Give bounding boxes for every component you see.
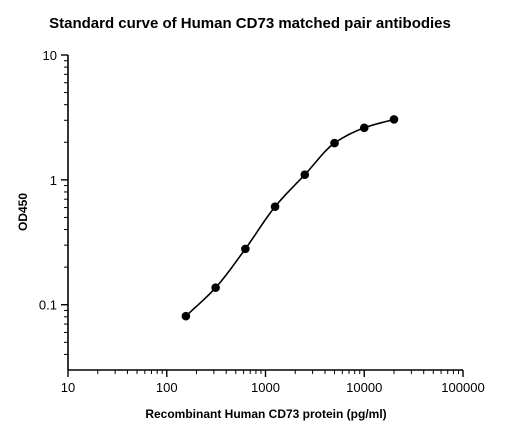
y-tick-label: 10: [43, 48, 57, 63]
data-point: [211, 283, 220, 292]
data-point: [270, 202, 280, 211]
axis-ticks: 10 100 1000 10000 100000 0.1 1 10: [39, 48, 485, 395]
fitted-curve-group: [185, 118, 395, 317]
chart-title: Standard curve of Human CD73 matched pai…: [49, 15, 451, 32]
y-tick-label: 1: [50, 173, 57, 188]
x-tick-label: 1000: [251, 380, 280, 395]
x-tick-label: 100: [156, 380, 178, 395]
data-point: [300, 170, 310, 179]
x-tick-label: 100000: [441, 380, 484, 395]
data-point: [330, 138, 339, 148]
data-point: [359, 123, 369, 133]
y-axis-label: OD450: [16, 193, 30, 231]
x-tick-label: 10000: [346, 380, 382, 395]
fitted-curve: [185, 118, 395, 317]
data-point: [181, 311, 191, 321]
data-points: [181, 115, 399, 321]
y-tick-label: 0.1: [39, 298, 57, 313]
data-point: [389, 115, 399, 124]
axes: [67, 55, 463, 371]
x-tick-label: 10: [61, 380, 75, 395]
data-point: [241, 244, 250, 254]
x-axis-label: Recombinant Human CD73 protein (pg/ml): [145, 407, 386, 421]
